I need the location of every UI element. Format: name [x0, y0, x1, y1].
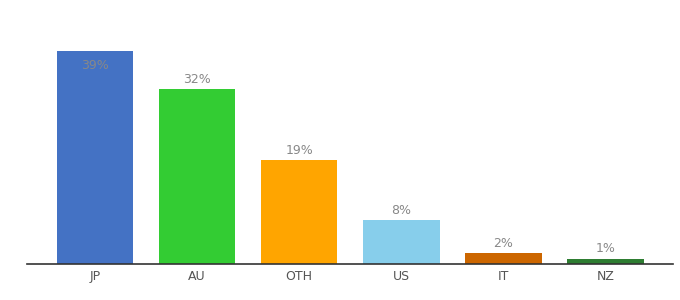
- Bar: [363, 220, 439, 264]
- Text: 39%: 39%: [81, 59, 109, 73]
- Text: 1%: 1%: [596, 242, 615, 255]
- Text: 19%: 19%: [285, 144, 313, 157]
- Bar: [567, 259, 644, 264]
- Bar: [261, 160, 337, 264]
- Text: 8%: 8%: [391, 204, 411, 217]
- Bar: [158, 89, 235, 264]
- Text: 2%: 2%: [494, 237, 513, 250]
- Text: 32%: 32%: [183, 73, 211, 86]
- Bar: [465, 253, 542, 264]
- Bar: [56, 51, 133, 264]
